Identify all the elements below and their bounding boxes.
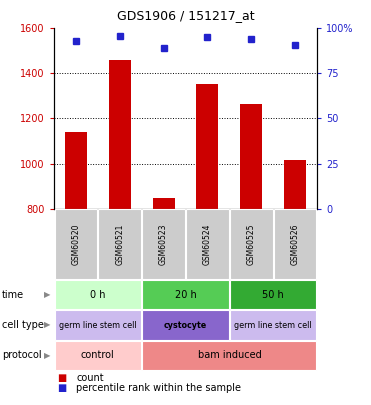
Bar [152,198,174,209]
Text: protocol: protocol [2,350,42,360]
Text: ▶: ▶ [43,320,50,330]
Text: control: control [81,350,115,360]
Text: GSM60520: GSM60520 [71,223,80,265]
Bar [240,104,262,209]
Text: ■: ■ [58,383,67,392]
Text: GSM60524: GSM60524 [203,223,212,265]
Text: 50 h: 50 h [262,290,284,300]
Text: time: time [2,290,24,300]
Text: percentile rank within the sample: percentile rank within the sample [76,383,241,392]
Text: cell type: cell type [2,320,44,330]
Text: cystocyte: cystocyte [164,320,207,330]
Text: ■: ■ [58,373,67,383]
Bar [109,60,131,209]
Bar [197,83,219,209]
Text: GSM60526: GSM60526 [291,223,300,265]
Text: GSM60521: GSM60521 [115,223,124,265]
Text: germ line stem cell: germ line stem cell [59,320,137,330]
Text: germ line stem cell: germ line stem cell [234,320,312,330]
Text: ▶: ▶ [43,351,50,360]
Text: ▶: ▶ [43,290,50,299]
Text: count: count [76,373,104,383]
Bar [284,160,306,209]
Text: GSM60523: GSM60523 [159,223,168,265]
Text: GSM60525: GSM60525 [247,223,256,265]
Text: bam induced: bam induced [197,350,261,360]
Bar [65,132,87,209]
Text: 20 h: 20 h [175,290,196,300]
Text: 0 h: 0 h [90,290,105,300]
Text: GDS1906 / 151217_at: GDS1906 / 151217_at [117,9,254,22]
